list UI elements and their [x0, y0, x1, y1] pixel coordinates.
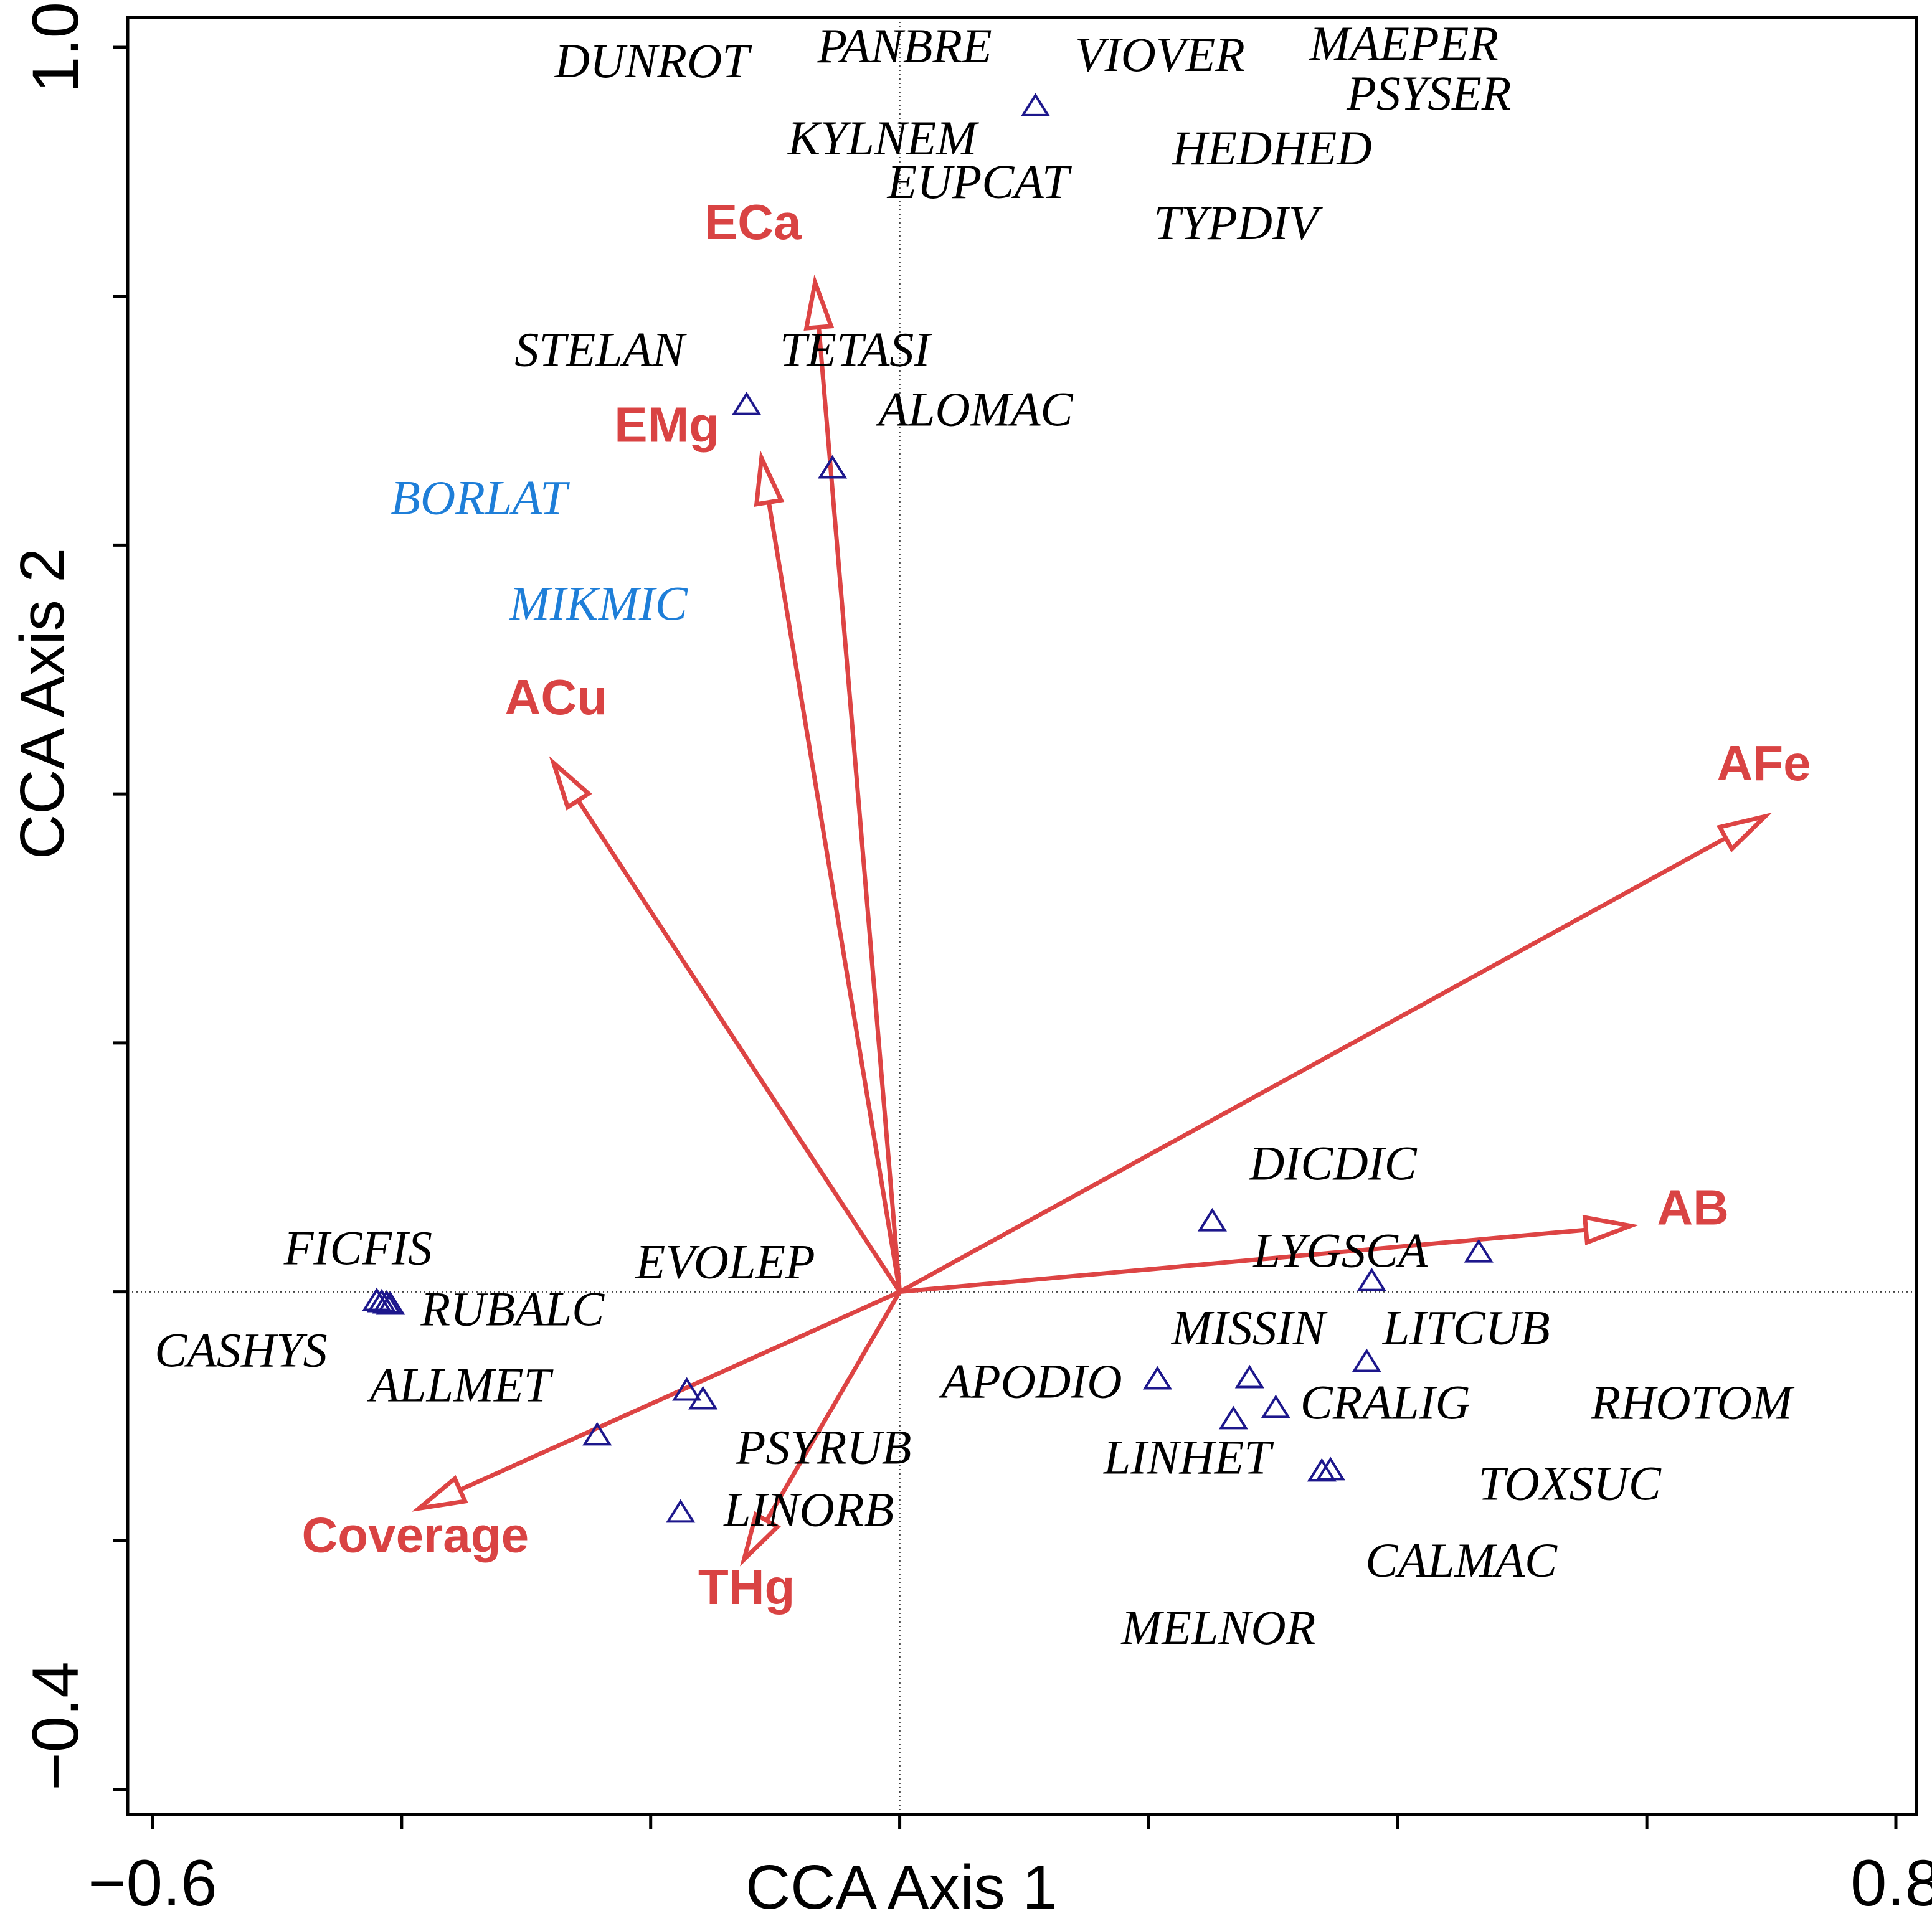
species-label-melnor: MELNOR: [1120, 1600, 1315, 1654]
species-label-maeper: MAEPER: [1309, 16, 1499, 70]
species-label-ficfis: FICFIS: [283, 1221, 432, 1275]
site-point-9: [376, 1291, 405, 1315]
vector-head-eca: [803, 274, 835, 331]
species-label-apodio: APODIO: [938, 1354, 1122, 1408]
species-label-missin: MISSIN: [1171, 1301, 1328, 1355]
species-label-cashys: CASHYS: [154, 1323, 327, 1377]
species-label-linhet: LINHET: [1103, 1430, 1274, 1484]
species-label-dicdic: DICDIC: [1249, 1136, 1418, 1191]
vector-head-acu: [549, 756, 592, 811]
site-points: [362, 93, 1494, 1523]
species-label-calmac: CALMAC: [1365, 1533, 1558, 1587]
site-point-0: [1020, 93, 1051, 116]
site-point-10: [672, 1377, 702, 1401]
site-point-5: [1357, 1267, 1386, 1291]
x-tick-label-min: −0.6: [88, 1847, 217, 1916]
vector-head-emg: [754, 450, 785, 507]
site-point-15: [1261, 1394, 1290, 1418]
env-label-thg: THg: [698, 1559, 795, 1615]
site-point-17: [1352, 1348, 1381, 1372]
species-label-eupcat: EUPCAT: [887, 154, 1072, 209]
env-label-acu: ACu: [505, 669, 607, 725]
env-label-afe: AFe: [1717, 735, 1811, 791]
site-point-3: [1197, 1207, 1228, 1232]
species-label-borlat: BORLAT: [391, 470, 570, 524]
species-label-tetasi: TETASI: [780, 323, 932, 377]
x-tick-label-max: 0.8: [1850, 1847, 1932, 1916]
species-label-cralig: CRALIG: [1300, 1375, 1470, 1429]
x-axis-title: CCA Axis 1: [746, 1852, 1057, 1916]
vector-line-ab: [899, 1227, 1586, 1295]
vector-head-afe: [1717, 812, 1773, 853]
site-point-11: [688, 1385, 718, 1410]
site-point-4: [1464, 1239, 1494, 1263]
species-label-dunrot: DUNROT: [554, 34, 752, 88]
environment-vectors: [411, 274, 1773, 1567]
site-point-16: [1218, 1405, 1248, 1430]
vector-line-eca: [817, 327, 902, 1292]
zero-lines: [128, 17, 1916, 1815]
species-label-toxsuc: TOXSUC: [1479, 1456, 1662, 1510]
vector-line-thg: [764, 1290, 902, 1522]
vector-head-coverage: [411, 1475, 468, 1512]
site-point-1: [732, 391, 762, 415]
env-label-emg: EMg: [614, 397, 719, 453]
environment-labels: ECa EMg ACu AFe AB Coverage THg: [302, 194, 1811, 1615]
axis-ticks: [113, 45, 1898, 1829]
vector-head-thg: [740, 1511, 781, 1567]
y-tick-label-max: 1.0: [19, 2, 92, 93]
y-axis-title: CCA Axis 2: [7, 548, 77, 859]
species-label-psyser: PSYSER: [1346, 66, 1511, 120]
species-label-typdiv: TYPDIV: [1153, 196, 1324, 250]
species-label-lygsca: LYGSCA: [1252, 1224, 1428, 1278]
vector-line-afe: [898, 836, 1727, 1294]
vector-line-acu: [576, 799, 902, 1293]
env-label-ab: AB: [1657, 1180, 1729, 1235]
env-label-coverage: Coverage: [302, 1507, 529, 1562]
species-label-panbre: PANBRE: [817, 19, 992, 73]
species-label-alomac: ALOMAC: [876, 382, 1074, 437]
species-label-litcub: LITCUB: [1382, 1301, 1550, 1355]
y-tick-label-min: −0.4: [19, 1661, 92, 1790]
species-label-rhotom: RHOTOM: [1590, 1375, 1795, 1429]
species-label-stelan: STELAN: [514, 323, 687, 377]
site-point-18: [1307, 1458, 1337, 1482]
vector-head-ab: [1582, 1214, 1639, 1245]
species-label-evolep: EVOLEP: [635, 1235, 815, 1289]
species-label-viover: VIOVER: [1075, 27, 1245, 82]
vector-line-emg: [766, 501, 902, 1293]
site-point-19: [1315, 1456, 1345, 1481]
species-label-mikmic: MIKMIC: [509, 576, 688, 630]
site-point-2: [818, 455, 848, 479]
site-point-13: [1142, 1366, 1173, 1390]
species-label-psyrub: PSYRUB: [736, 1420, 912, 1474]
species-label-allmet: ALLMET: [367, 1357, 554, 1412]
site-point-20: [666, 1499, 696, 1523]
species-label-kylnem: KYLNEM: [787, 111, 979, 165]
plot-frame: [126, 16, 1918, 1816]
species-label-linorb: LINORB: [723, 1482, 894, 1536]
species-label-rubalc: RUBALC: [420, 1282, 605, 1336]
env-label-eca: ECa: [704, 194, 802, 250]
species-label-hedhed: HEDHED: [1172, 121, 1372, 175]
site-point-12: [582, 1422, 612, 1446]
site-point-14: [1234, 1364, 1264, 1389]
